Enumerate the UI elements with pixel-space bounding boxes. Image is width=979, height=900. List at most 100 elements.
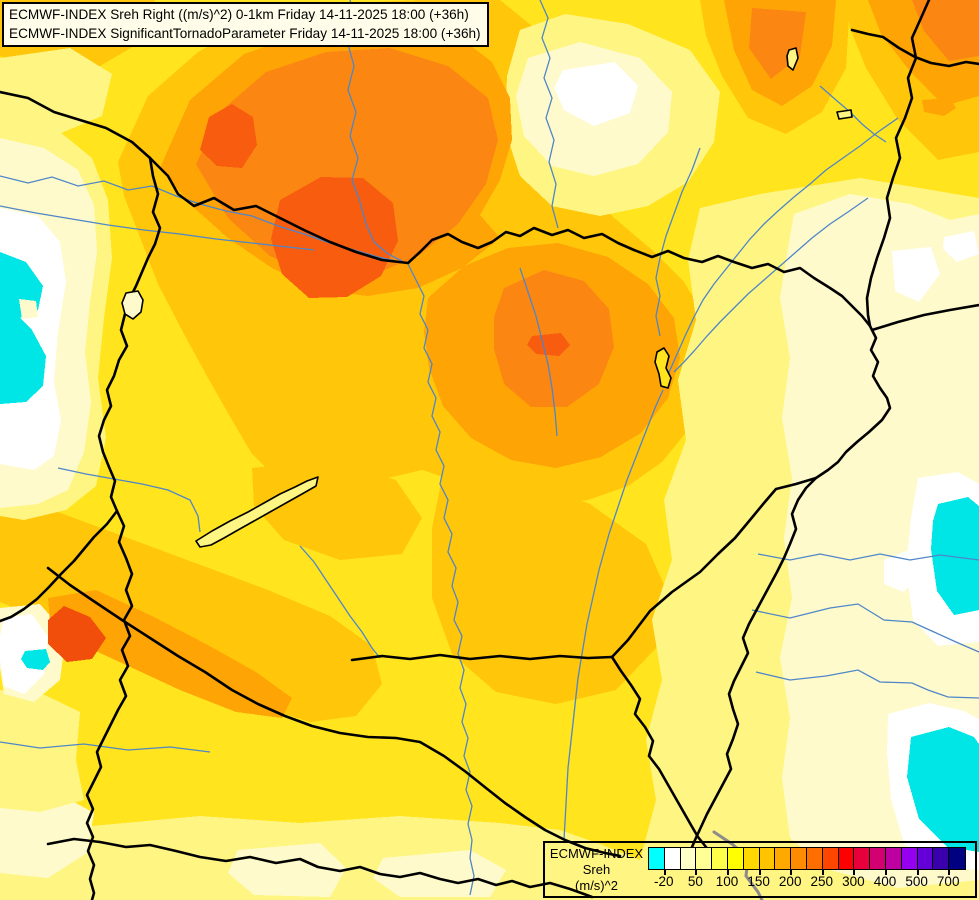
band-cyan-east1	[931, 497, 979, 615]
legend-product: ECMWF-INDEX	[549, 846, 644, 861]
band-white	[892, 247, 940, 302]
colorbar-tick-label: 400	[873, 874, 897, 889]
band-gold-balaton	[252, 460, 422, 560]
river	[57, 467, 201, 533]
colorbar-cell	[806, 848, 823, 869]
title-line-1: ECMWF-INDEX Sreh Right ((m/s)^2) 0-1km F…	[9, 7, 469, 22]
colorbar-tick-label: 100	[715, 874, 739, 889]
colorbar-tick	[758, 870, 761, 875]
border-west	[0, 156, 162, 623]
colorbar-tick	[948, 870, 951, 875]
band-cream	[19, 299, 38, 319]
legend-units: (m/s)^2	[575, 878, 618, 893]
colorbar-tick-label: -20	[654, 874, 674, 889]
band-cyan-southwest	[21, 649, 50, 670]
border-southwest-vertical	[85, 509, 134, 900]
band-cyan-west	[0, 252, 46, 404]
border-drava	[46, 837, 594, 899]
colorbar-cell	[743, 848, 760, 869]
colorbar-cell	[791, 848, 807, 869]
colorbar-cell	[933, 848, 950, 869]
lake-small-ne1	[786, 47, 799, 71]
legend-labels: ECMWF-INDEX Sreh (m/s)^2	[545, 846, 648, 894]
colorbar-tick-label: 300	[842, 874, 865, 889]
river	[539, 0, 559, 229]
lake-ferto	[121, 290, 144, 320]
band-red-southwest	[48, 606, 106, 662]
colorbar-cell	[649, 848, 665, 869]
band-pale	[0, 48, 112, 136]
river	[347, 0, 403, 262]
band-cream	[228, 843, 346, 897]
border-north-east	[148, 156, 892, 854]
colorbar-cell	[885, 848, 902, 869]
colorbar-tick	[790, 870, 793, 875]
colorbar-cell	[727, 848, 744, 869]
title-box: ECMWF-INDEX Sreh Right ((m/s)^2) 0-1km F…	[2, 2, 489, 47]
colorbar-tick	[663, 870, 666, 875]
band-white	[884, 550, 922, 592]
colorbar-tick	[885, 870, 887, 875]
band-orange-north	[196, 48, 498, 278]
colorbar-cell	[696, 848, 713, 869]
legend-variable: Sreh	[582, 862, 611, 877]
band-pale	[0, 690, 84, 812]
river	[299, 545, 381, 659]
river	[0, 205, 315, 251]
border-south-diagonal	[46, 566, 622, 858]
border-east-branch	[870, 303, 979, 332]
river	[819, 85, 887, 143]
band-cream	[373, 850, 506, 897]
border-northwest	[0, 90, 152, 160]
colorbar-tick-label: 250	[810, 874, 834, 889]
lakes	[121, 47, 853, 548]
title-line-2: ECMWF-INDEX SignificantTornadoParameter …	[9, 26, 481, 41]
colorbar-cell	[838, 848, 855, 869]
legend-colorbar	[648, 847, 966, 870]
legend-box: ECMWF-INDEX Sreh (m/s)^2 -20 50 100 150 200 2…	[543, 841, 977, 898]
colorbar-tick	[821, 870, 824, 875]
band-orange-necorner	[912, 0, 979, 61]
colorbar-cell	[664, 848, 681, 869]
colorbar-cell	[854, 848, 871, 869]
colorbar-tick-label: 500	[905, 874, 928, 889]
river	[755, 669, 979, 699]
river-tisza	[662, 117, 899, 389]
band-deeporange-core2	[271, 177, 398, 298]
colorbar-tick	[916, 870, 919, 875]
colorbar-cell	[759, 848, 776, 869]
colorbar-cell	[775, 848, 792, 869]
colorbar-cell	[822, 848, 839, 869]
colorbar-cell	[712, 848, 728, 869]
band-amber-southwest	[48, 590, 292, 718]
colorbar-cell	[917, 848, 934, 869]
colorbar-tick	[695, 870, 698, 875]
colorbar-cell	[901, 848, 918, 869]
colorbar-tick	[853, 870, 856, 875]
band-amber-spot	[922, 98, 956, 116]
colorbar-tick-label: 150	[747, 874, 770, 889]
colorbar-cell	[949, 848, 965, 869]
river	[519, 267, 558, 437]
river	[655, 147, 701, 337]
border-south-down	[610, 655, 714, 858]
border-southeast-up	[610, 476, 818, 659]
lake-tisza	[654, 347, 672, 389]
band-white	[554, 62, 638, 126]
lake-small-ne2	[836, 109, 853, 120]
colorbar-cell	[680, 848, 697, 869]
band-white	[943, 231, 979, 262]
river-tisza	[563, 389, 664, 841]
river	[751, 603, 979, 653]
colorbar-tick	[727, 870, 729, 875]
band-cream	[0, 793, 94, 878]
river	[673, 197, 869, 373]
colorbar-cell	[870, 848, 886, 869]
colorbar-tick-label: 700	[936, 874, 960, 889]
colorbar-tick-label: 200	[778, 874, 802, 889]
